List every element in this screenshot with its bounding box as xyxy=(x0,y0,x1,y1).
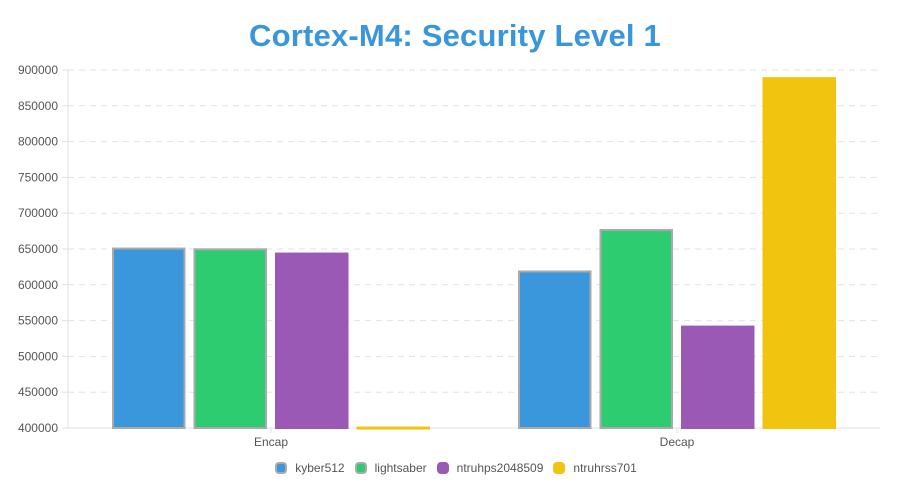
y-tick-label: 550000 xyxy=(18,314,58,328)
bar-ntruhps2048509-decap xyxy=(681,325,755,429)
bar-ntruhrss701-decap xyxy=(762,77,836,429)
legend-swatch xyxy=(354,462,367,474)
y-tick-label: 700000 xyxy=(18,206,58,220)
chart-title: Cortex-M4: Security Level 1 xyxy=(249,18,661,53)
legend-item-ntruhps2048509[interactable]: ntruhps2048509 xyxy=(436,461,544,475)
bar-lightsaber-encap xyxy=(193,248,267,429)
legend-swatch xyxy=(436,462,449,474)
y-tick-label: 900000 xyxy=(18,63,58,77)
legend-item-kyber512[interactable]: kyber512 xyxy=(275,461,345,475)
y-tick-label: 450000 xyxy=(18,385,58,399)
y-tick-label: 850000 xyxy=(18,99,58,113)
legend-swatch xyxy=(553,462,566,474)
bar-lightsaber-decap xyxy=(599,228,673,429)
y-tick-label: 500000 xyxy=(18,349,58,363)
legend-label: ntruhps2048509 xyxy=(456,461,544,475)
bar-ntruhrss701-encap xyxy=(356,426,430,430)
x-tick-label: Decap xyxy=(660,435,695,449)
y-tick-label: 750000 xyxy=(18,170,58,184)
bar-kyber512-decap xyxy=(518,270,592,430)
y-tick-label: 600000 xyxy=(18,278,58,292)
bar-kyber512-encap xyxy=(112,247,186,429)
legend: kyber512 lightsaber ntruhps2048509 ntruhrss… xyxy=(0,461,900,475)
y-tick-label: 800000 xyxy=(18,135,58,149)
legend-item-lightsaber[interactable]: lightsaber xyxy=(354,461,427,475)
legend-label: ntruhrss701 xyxy=(573,461,637,475)
bar-ntruhps2048509-encap xyxy=(275,252,349,429)
legend-swatch xyxy=(275,462,288,474)
y-tick-label: 650000 xyxy=(18,242,58,256)
legend-label: kyber512 xyxy=(295,461,345,475)
legend-item-ntruhrss701[interactable]: ntruhrss701 xyxy=(553,461,637,475)
x-tick-label: Encap xyxy=(254,435,288,449)
y-tick-label: 400000 xyxy=(18,421,58,435)
legend-label: lightsaber xyxy=(374,461,427,475)
